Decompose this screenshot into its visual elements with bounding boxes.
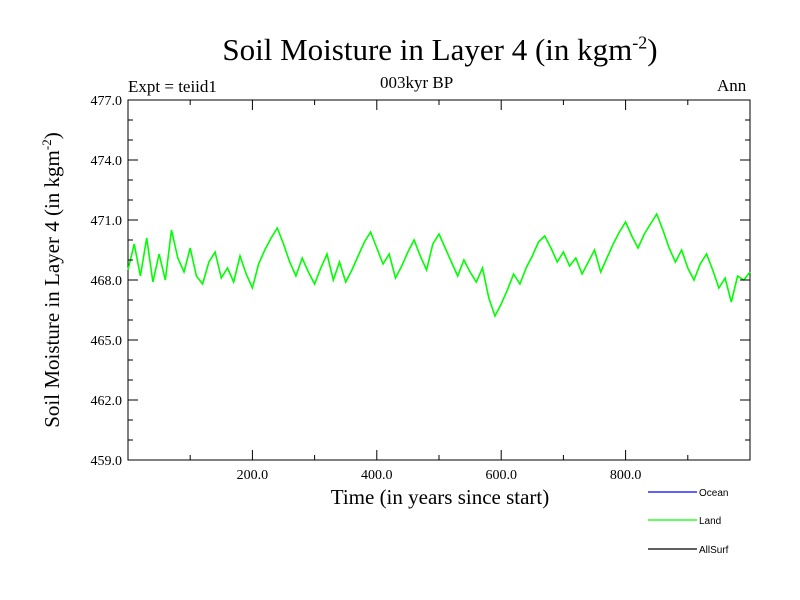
y-tick-label: 477.0 (91, 94, 123, 109)
series-line-land (127, 212, 751, 319)
x-tick-label: 200.0 (237, 468, 269, 483)
x-axis-label: Time (in years since start) (330, 485, 550, 509)
x-tick-label: 400.0 (361, 468, 393, 483)
legend: Ocean Land AllSurf (648, 488, 729, 556)
chart-title: Soil Moisture in Layer 4 (in kgm-2) (222, 32, 658, 67)
plot-frame (127, 99, 751, 461)
x-tick-label: 800.0 (610, 468, 642, 483)
legend-label-ocean: Ocean (699, 488, 728, 499)
legend-label-land: Land (699, 516, 721, 527)
y-tick-label: 459.0 (91, 454, 123, 469)
y-tick-label: 462.0 (91, 394, 123, 409)
ticks-layer: 459.0 462.0 465.0 468.0 471.0 474.0 477.0 200.0… (91, 94, 750, 483)
y-tick-label: 471.0 (91, 214, 123, 229)
x-tick-label: 600.0 (485, 468, 517, 483)
y-tick-label: 465.0 (91, 334, 123, 349)
y-tick-label: 468.0 (91, 274, 123, 289)
period-label: Ann (717, 76, 747, 95)
chart-subtitle: 003kyr BP (380, 73, 454, 92)
series-layer (127, 212, 751, 319)
legend-label-allsurf: AllSurf (699, 545, 729, 556)
y-tick-label: 474.0 (91, 154, 123, 169)
experiment-label: Expt = teiid1 (128, 77, 217, 96)
y-axis-label: Soil Moisture in Layer 4 (in kgm-2) (39, 132, 64, 428)
